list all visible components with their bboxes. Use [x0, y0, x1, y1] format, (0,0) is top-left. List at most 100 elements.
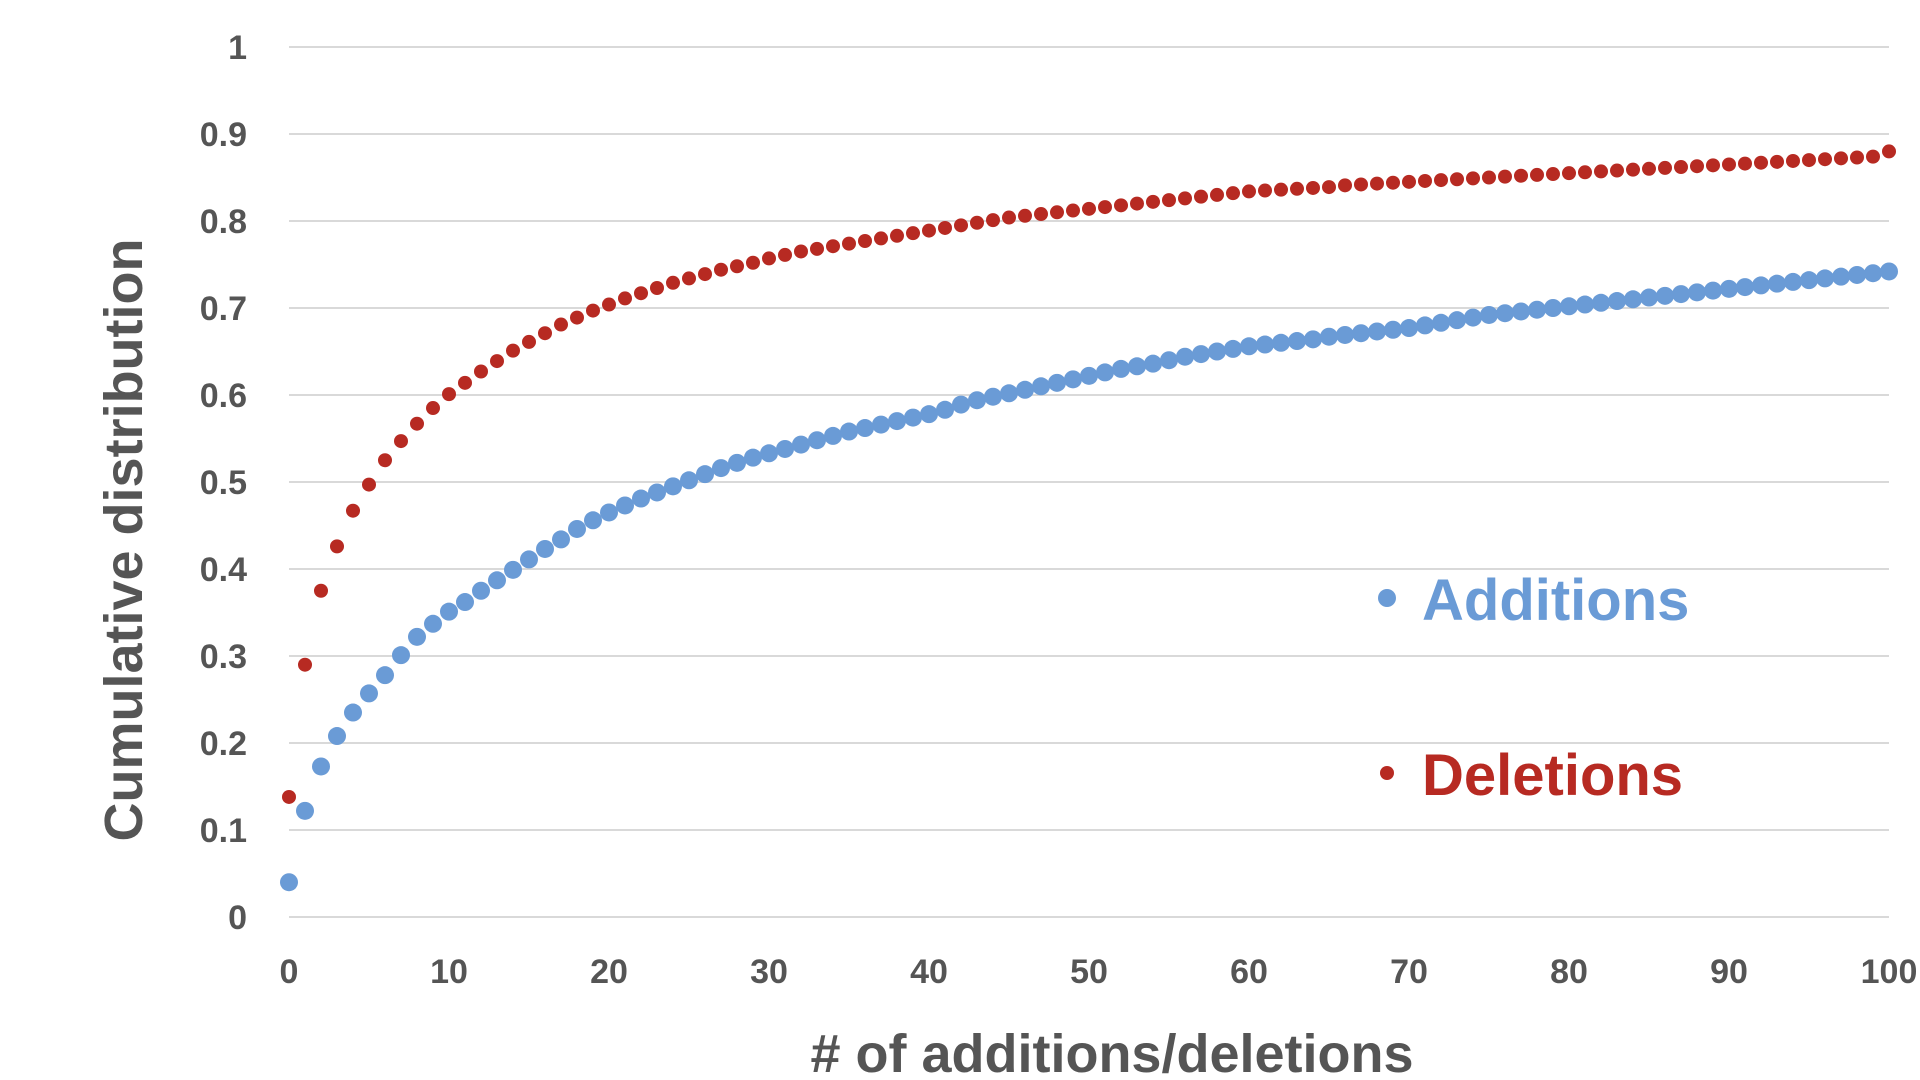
data-point-additions — [392, 646, 410, 665]
data-points — [280, 144, 1898, 892]
data-point-deletions — [1642, 161, 1656, 176]
data-point-deletions — [458, 375, 472, 390]
data-point-deletions — [1114, 198, 1128, 213]
data-point-deletions — [842, 236, 856, 251]
data-point-deletions — [378, 453, 392, 468]
data-point-deletions — [1434, 173, 1448, 188]
data-point-additions — [1592, 293, 1610, 312]
data-point-deletions — [1530, 167, 1544, 182]
data-point-additions — [1032, 377, 1050, 396]
data-point-additions — [1448, 311, 1466, 330]
data-point-deletions — [826, 239, 840, 254]
data-point-additions — [1416, 316, 1434, 335]
data-point-deletions — [746, 255, 760, 270]
x-axis-tick-labels: 0 10 20 30 40 50 60 70 80 90 100 — [280, 953, 1918, 991]
data-point-deletions — [1242, 184, 1256, 199]
legend-marker-deletions — [1380, 766, 1394, 780]
data-point-additions — [1576, 295, 1594, 314]
data-point-additions — [1864, 264, 1882, 283]
data-point-additions — [1480, 305, 1498, 324]
data-point-deletions — [1146, 194, 1160, 209]
data-point-deletions — [1178, 191, 1192, 206]
data-point-deletions — [634, 286, 648, 301]
data-point-deletions — [570, 310, 584, 325]
data-point-deletions — [730, 259, 744, 274]
data-point-deletions — [394, 434, 408, 449]
data-point-deletions — [1418, 173, 1432, 188]
data-point-additions — [312, 757, 330, 776]
y-axis-title: Cumulative distribution — [94, 238, 154, 841]
grid-lines — [289, 46, 1889, 918]
data-point-additions — [984, 387, 1002, 406]
data-point-deletions — [1594, 164, 1608, 179]
data-point-additions — [1224, 339, 1242, 358]
data-point-deletions — [1866, 149, 1880, 164]
data-point-additions — [904, 408, 922, 427]
x-tick-label: 0 — [280, 953, 299, 991]
data-point-additions — [408, 627, 426, 646]
data-point-additions — [1624, 290, 1642, 309]
data-point-additions — [344, 703, 362, 722]
data-point-deletions — [1306, 180, 1320, 195]
data-point-deletions — [1658, 160, 1672, 175]
data-point-deletions — [1338, 178, 1352, 193]
data-point-additions — [1736, 278, 1754, 297]
data-point-deletions — [858, 234, 872, 249]
data-point-additions — [1464, 308, 1482, 327]
data-point-additions — [1704, 281, 1722, 300]
data-point-additions — [1656, 286, 1674, 305]
legend-label-additions: Additions — [1422, 568, 1689, 633]
y-tick-label: 0.8 — [200, 203, 247, 241]
data-point-deletions — [1386, 175, 1400, 190]
data-point-additions — [664, 477, 682, 496]
data-point-deletions — [1834, 151, 1848, 166]
data-point-additions — [1000, 384, 1018, 403]
data-point-additions — [1176, 347, 1194, 366]
data-point-additions — [600, 503, 618, 522]
data-point-deletions — [554, 317, 568, 332]
data-point-deletions — [1722, 157, 1736, 172]
series-deletions — [282, 144, 1896, 804]
series-additions — [280, 262, 1898, 892]
x-axis-title: # of additions/deletions — [810, 1024, 1413, 1080]
data-point-deletions — [762, 251, 776, 266]
data-point-deletions — [1514, 168, 1528, 183]
data-point-deletions — [1226, 186, 1240, 201]
data-point-deletions — [410, 416, 424, 431]
y-tick-label: 0.2 — [200, 725, 247, 763]
data-point-deletions — [810, 241, 824, 256]
data-point-deletions — [1322, 180, 1336, 195]
data-point-deletions — [1738, 156, 1752, 171]
data-point-additions — [1688, 283, 1706, 302]
y-tick-label: 1 — [228, 29, 247, 67]
y-tick-label: 0.3 — [200, 638, 247, 676]
data-point-additions — [1720, 279, 1738, 298]
data-point-deletions — [1754, 155, 1768, 170]
data-point-additions — [1240, 337, 1258, 356]
data-point-additions — [1752, 276, 1770, 295]
data-point-additions — [936, 400, 954, 419]
data-point-additions — [1160, 351, 1178, 370]
data-point-additions — [696, 465, 714, 484]
y-tick-label: 0.1 — [200, 812, 247, 850]
data-point-additions — [1112, 359, 1130, 378]
data-point-deletions — [1210, 187, 1224, 202]
data-point-additions — [712, 459, 730, 478]
data-point-additions — [1560, 297, 1578, 316]
data-point-additions — [616, 496, 634, 515]
data-point-additions — [1144, 354, 1162, 373]
data-point-deletions — [1274, 182, 1288, 197]
data-point-deletions — [1194, 189, 1208, 204]
y-tick-label: 0 — [228, 899, 247, 937]
data-point-deletions — [954, 218, 968, 233]
data-point-deletions — [538, 326, 552, 341]
data-point-additions — [1336, 325, 1354, 344]
data-point-additions — [1016, 380, 1034, 399]
data-point-additions — [728, 453, 746, 472]
legend: Additions Deletions — [1378, 568, 1689, 808]
data-point-deletions — [970, 215, 984, 230]
data-point-additions — [1800, 271, 1818, 290]
data-point-deletions — [1050, 205, 1064, 220]
data-point-deletions — [1498, 169, 1512, 184]
